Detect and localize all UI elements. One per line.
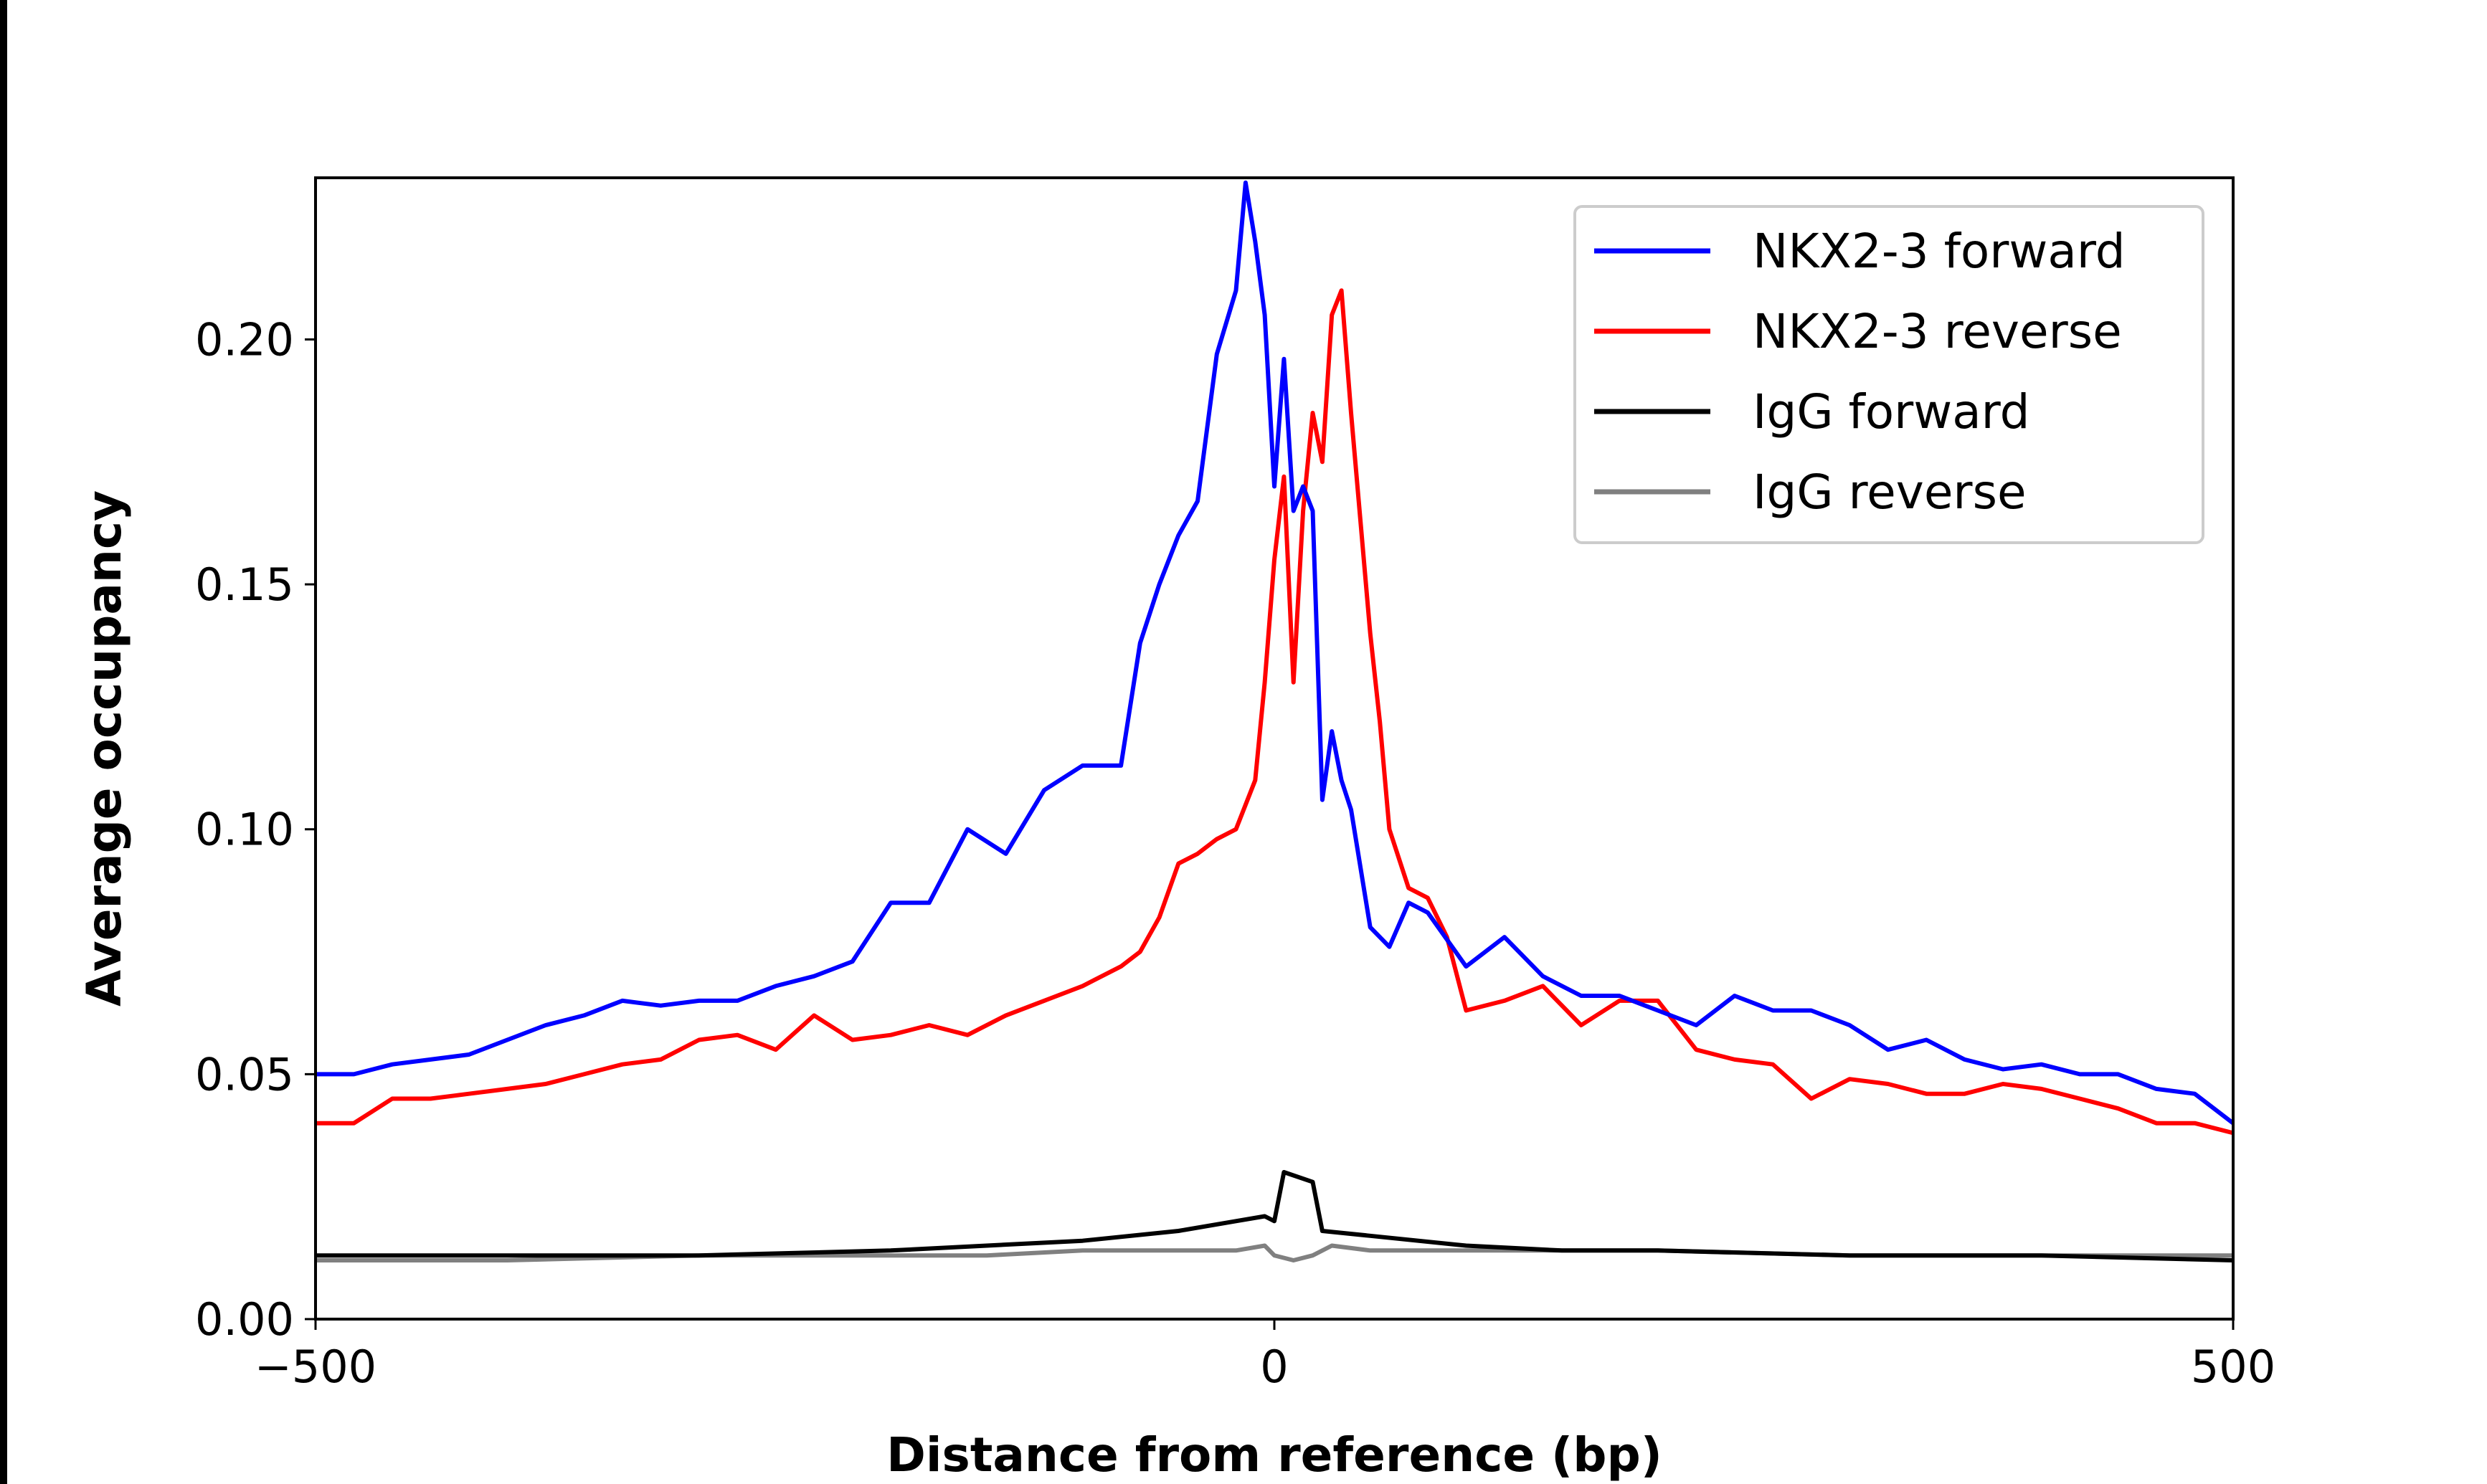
x-tick-label: −500 xyxy=(255,1341,376,1393)
legend-label: IgG reverse xyxy=(1753,465,2027,520)
y-tick-label: 0.05 xyxy=(195,1048,294,1100)
x-tick-label: 0 xyxy=(1260,1341,1288,1393)
y-axis-label: Average occupancy xyxy=(77,490,132,1007)
series-line-nkx2-3-forward xyxy=(316,180,2235,1126)
y-tick-label: 0.20 xyxy=(195,313,294,366)
x-axis-label: Distance from reference (bp) xyxy=(886,1427,1662,1483)
y-tick-label: 0.10 xyxy=(195,804,294,856)
y-axis: 0.00 0.05 0.10 0.15 0.20 xyxy=(195,313,316,1346)
series-line-igg-reverse xyxy=(316,1243,2233,1262)
y-tick-label: 0.15 xyxy=(195,558,294,611)
left-frame-border xyxy=(0,0,7,1484)
x-axis: −500 0 500 xyxy=(255,1319,2275,1393)
legend-label: NKX2-3 reverse xyxy=(1753,304,2122,359)
x-tick-label: 500 xyxy=(2191,1341,2275,1393)
plot-lines xyxy=(316,180,2235,1262)
legend-label: IgG forward xyxy=(1753,384,2030,439)
legend-box xyxy=(1573,205,2204,544)
series-line-igg-forward xyxy=(316,1170,2234,1262)
legend: NKX2-3 forward NKX2-3 reverse IgG forward I… xyxy=(1573,205,2204,544)
series-line-nkx2-3-reverse xyxy=(316,288,2234,1136)
legend-label: NKX2-3 forward xyxy=(1753,224,2126,279)
y-tick-label: 0.00 xyxy=(195,1293,294,1346)
